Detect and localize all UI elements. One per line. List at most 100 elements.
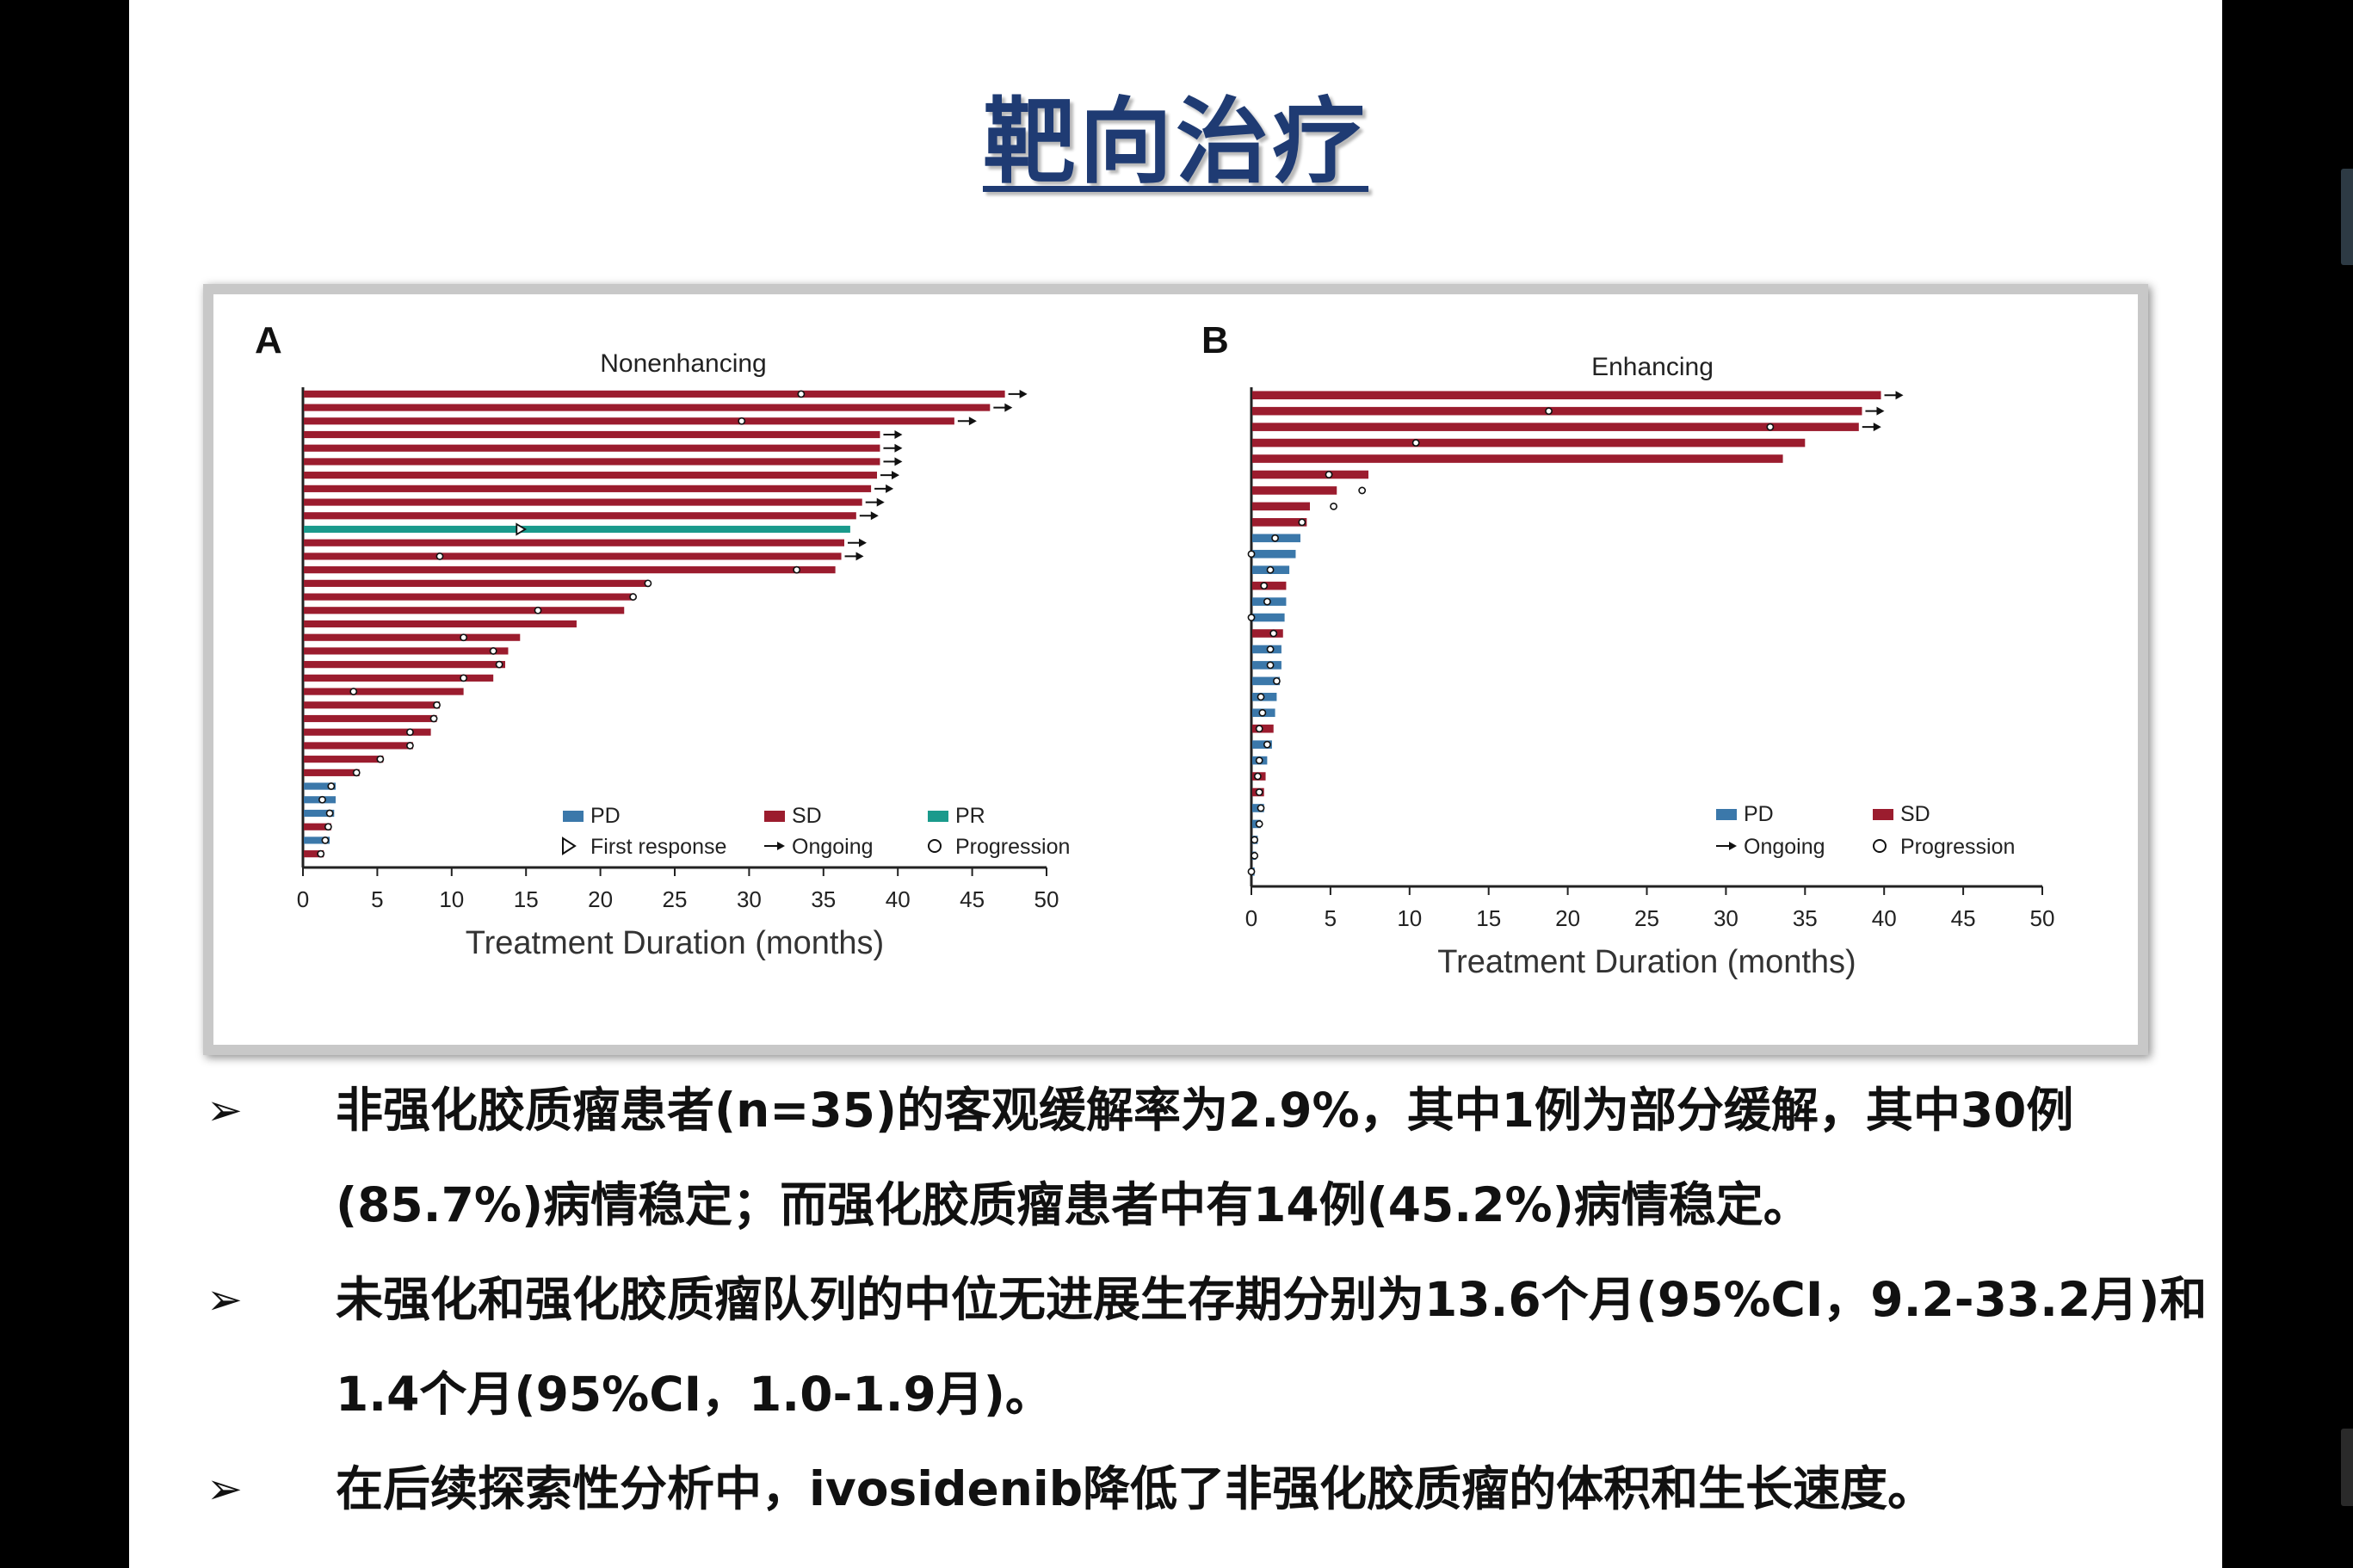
progression-marker [1251, 836, 1259, 844]
bar-sd [1252, 629, 1283, 638]
progression-marker [1255, 725, 1263, 733]
bar-sd [304, 566, 836, 574]
progression-marker [1257, 804, 1265, 812]
legend-swatch-pr [928, 811, 948, 822]
ongoing-arrow-icon [1004, 403, 1013, 412]
legend-label: Ongoing [792, 835, 874, 859]
ongoing-arrow-icon [886, 484, 894, 493]
progression-marker [1247, 867, 1256, 876]
progression-marker [1766, 423, 1775, 431]
bullet-text: 未强化和强化胶质瘤队列的中位无进展生存期分别为13.6个月(95%CI，9.2-… [336, 1272, 2208, 1422]
x-tick-label: 40 [886, 886, 911, 912]
progression-marker [495, 660, 503, 669]
bar-sd [304, 417, 954, 425]
ongoing-arrow-icon [876, 497, 885, 507]
ongoing-arrow-icon [894, 457, 903, 466]
bar-sd [1252, 470, 1369, 479]
slide-title: 靶向治疗 [982, 89, 1368, 196]
progression-marker [1253, 772, 1262, 781]
progression-marker [433, 701, 441, 709]
bullet-text: 非强化胶质瘤患者(n=35)的客观缓解率为2.9%，其中1例为部分缓解，其中30… [336, 1083, 2074, 1232]
bar-sd [304, 756, 384, 763]
progression-marker [1271, 534, 1279, 542]
progression-marker [1298, 518, 1306, 527]
legend-label: PD [590, 804, 621, 828]
x-axis-title: Treatment Duration (months) [1437, 944, 1856, 980]
legend-label: SD [1900, 802, 1930, 826]
bar-sd [1252, 581, 1287, 590]
bullet-arrow-icon: ➢ [207, 1275, 243, 1324]
bar-sd [304, 553, 842, 560]
bar-sd [304, 472, 878, 479]
progression-marker [1411, 439, 1420, 447]
bar-sd [304, 390, 1005, 398]
legend-swatch-sd [764, 811, 785, 822]
progression-marker [629, 593, 638, 601]
progression-marker [1273, 676, 1281, 685]
bar-sd [304, 498, 862, 506]
x-tick-label: 30 [1714, 905, 1739, 931]
ongoing-arrow-icon [894, 430, 903, 439]
bar-sd [1252, 391, 1881, 400]
window-edge-handle [2341, 169, 2353, 265]
x-tick-label: 10 [1397, 905, 1422, 931]
x-tick-label: 10 [439, 886, 464, 912]
progression-marker [349, 688, 358, 695]
progression-marker [406, 728, 414, 737]
bar-sd [304, 742, 413, 750]
x-tick-label: 30 [737, 886, 762, 912]
bar-sd [304, 458, 880, 466]
progression-marker [1263, 597, 1271, 606]
bar-sd [304, 430, 880, 439]
bar-sd [304, 647, 509, 655]
ongoing-arrow-icon [894, 443, 903, 453]
ongoing-arrow-icon [968, 417, 977, 426]
bar-pd [304, 782, 337, 790]
bar-sd [304, 850, 324, 858]
ongoing-arrow-icon [870, 511, 879, 521]
first-response-icon [562, 836, 577, 855]
x-tick-label: 5 [371, 886, 383, 912]
panel-letter: A [255, 319, 282, 361]
progression-icon [928, 839, 942, 853]
progression-marker [489, 647, 497, 655]
legend-swatch-pd [563, 811, 584, 822]
progression-marker [1263, 740, 1271, 749]
bar-sd [304, 769, 360, 776]
legend-label: Ongoing [1744, 835, 1825, 859]
figure-frame: A Nonenhancing 0 5 10 15 20 25 30 35 40 45 50 Treatme… [203, 284, 2148, 1055]
progression-marker [738, 417, 746, 425]
bar-pd [1252, 549, 1296, 559]
progression-marker [460, 633, 468, 642]
progression-marker [534, 606, 542, 614]
progression-marker [797, 390, 806, 398]
x-tick-label: 0 [1245, 905, 1257, 931]
x-axis-title: Treatment Duration (months) [466, 925, 884, 961]
progression-marker [376, 755, 385, 763]
bullet-list: ➢ 非强化胶质瘤患者(n=35)的客观缓解率为2.9%，其中1例为部分缓解，其中… [207, 1063, 2220, 1536]
ongoing-arrow-icon [1895, 391, 1904, 400]
legend-swatch-sd [1873, 809, 1893, 820]
progression-marker [1251, 851, 1259, 860]
bar-sd [304, 661, 506, 669]
x-tick-label: 25 [663, 886, 688, 912]
bar-sd [304, 404, 991, 411]
ongoing-arrow-icon [1876, 406, 1885, 416]
legend-label: SD [792, 804, 822, 828]
legend-label: Progression [1900, 835, 2015, 859]
bullet-item: ➢ 未强化和强化胶质瘤队列的中位无进展生存期分别为13.6个月(95%CI，9.… [207, 1252, 2220, 1441]
panel-title: Enhancing [1591, 353, 1714, 381]
ongoing-arrow-icon [1873, 423, 1881, 432]
x-tick-label: 50 [1034, 886, 1059, 912]
bar-pd [304, 809, 335, 818]
bar-sd [1252, 423, 1859, 431]
x-tick-label: 35 [811, 886, 836, 912]
x-tick-label: 20 [1555, 905, 1580, 931]
x-tick-label: 50 [2030, 905, 2055, 931]
bar-sd [304, 444, 880, 452]
progression-marker [1255, 756, 1263, 765]
progression-marker [1358, 486, 1367, 495]
bar-pd [304, 836, 330, 844]
x-tick-label: 15 [514, 886, 539, 912]
